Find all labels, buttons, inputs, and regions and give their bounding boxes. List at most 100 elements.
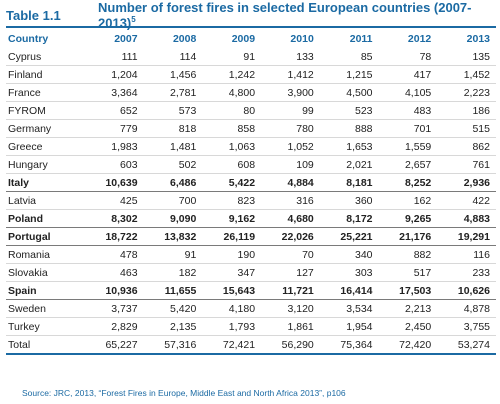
value-cell: 483 [378, 101, 438, 120]
value-cell: 25,221 [319, 227, 379, 246]
value-cell: 135 [437, 48, 496, 66]
value-cell: 422 [437, 191, 496, 210]
value-cell: 8,302 [84, 209, 144, 228]
country-cell: France [6, 83, 85, 102]
value-cell: 162 [378, 191, 438, 210]
value-cell: 1,063 [202, 137, 262, 156]
value-cell: 9,265 [378, 209, 438, 228]
value-cell: 573 [143, 101, 203, 120]
value-cell: 515 [437, 119, 496, 138]
forest-fires-table: Country 2007 2008 2009 2010 2011 2012 2013 Cypr… [6, 30, 496, 355]
value-cell: 517 [378, 263, 438, 282]
value-cell: 603 [84, 155, 144, 174]
country-cell: Italy [6, 173, 85, 192]
table-title: Table 1.1 Number of forest fires in sele… [6, 0, 496, 30]
value-cell: 700 [143, 191, 203, 210]
value-cell: 1,793 [202, 317, 262, 336]
value-cell: 233 [437, 263, 496, 282]
value-cell: 70 [261, 245, 320, 264]
table-row: Germany 779 818 858 780 888 701 515 [6, 119, 496, 138]
value-cell: 780 [261, 119, 320, 138]
value-cell: 4,878 [437, 299, 496, 318]
value-cell: 761 [437, 155, 496, 174]
value-cell: 303 [319, 263, 379, 282]
country-cell: Hungary [6, 155, 85, 174]
value-cell: 17,503 [378, 281, 438, 300]
table-row: Italy 10,639 6,486 5,422 4,884 8,181 8,252 2,93… [6, 173, 496, 192]
value-cell: 2,781 [143, 83, 203, 102]
value-cell: 4,883 [437, 209, 496, 228]
value-cell: 340 [319, 245, 379, 264]
country-cell: Poland [6, 209, 85, 228]
value-cell: 2,936 [437, 173, 496, 192]
value-cell: 10,639 [84, 173, 144, 192]
value-cell: 4,105 [378, 83, 438, 102]
value-cell: 78 [378, 48, 438, 66]
value-cell: 4,800 [202, 83, 262, 102]
value-cell: 4,180 [202, 299, 262, 318]
column-header-year: 2009 [231, 33, 256, 45]
value-cell: 114 [143, 48, 203, 66]
column-header-year: 2007 [114, 33, 138, 45]
value-cell: 99 [261, 101, 320, 120]
country-cell: Cyprus [6, 48, 85, 66]
value-cell: 16,414 [319, 281, 379, 300]
value-cell: 2,657 [378, 155, 438, 174]
table-number: Table 1.1 [6, 7, 61, 23]
value-cell: 523 [319, 101, 379, 120]
value-cell: 91 [143, 245, 203, 264]
table-row: Romania 478 91 190 70 340 882 116 [6, 245, 496, 264]
value-cell: 862 [437, 137, 496, 156]
value-cell: 13,832 [143, 227, 203, 246]
value-cell: 91 [202, 48, 262, 66]
country-cell: Turkey [6, 317, 85, 336]
value-cell: 478 [84, 245, 144, 264]
value-cell: 316 [261, 191, 320, 210]
value-cell: 1,204 [84, 65, 144, 84]
table-row: Latvia 425 700 823 316 360 162 422 [6, 191, 496, 210]
country-cell: Germany [6, 119, 85, 138]
value-cell: 347 [202, 263, 262, 282]
value-cell: 823 [202, 191, 262, 210]
value-cell: 1,954 [319, 317, 379, 336]
country-cell: Latvia [6, 191, 85, 210]
value-cell: 3,120 [261, 299, 320, 318]
value-cell: 186 [437, 101, 496, 120]
source-note: Source: JRC, 2013, “Forest Fires in Euro… [22, 388, 346, 398]
value-cell: 779 [84, 119, 144, 138]
table-row: FYROM 652 573 80 99 523 483 186 [6, 101, 496, 120]
value-cell: 190 [202, 245, 262, 264]
value-cell: 57,316 [143, 335, 203, 355]
column-header-year: 2012 [407, 33, 432, 45]
value-cell: 1,412 [261, 65, 320, 84]
country-cell: FYROM [6, 101, 85, 120]
footnote-marker: 5 [131, 14, 136, 24]
value-cell: 888 [319, 119, 379, 138]
country-cell: Portugal [6, 227, 85, 246]
value-cell: 8,172 [319, 209, 379, 228]
value-cell: 3,755 [437, 317, 496, 336]
value-cell: 75,364 [319, 335, 379, 355]
value-cell: 72,421 [202, 335, 262, 355]
value-cell: 2,021 [319, 155, 379, 174]
table-row: Cyprus 111 114 91 133 85 78 135 [6, 48, 496, 66]
value-cell: 3,737 [84, 299, 144, 318]
table-row: Portugal 18,722 13,832 26,119 22,026 25,221 21… [6, 227, 496, 246]
country-cell: Total [6, 335, 85, 355]
country-cell: Spain [6, 281, 85, 300]
value-cell: 417 [378, 65, 438, 84]
column-header-year: 2008 [172, 33, 197, 45]
value-cell: 1,052 [261, 137, 320, 156]
table-row: Greece 1,983 1,481 1,063 1,052 1,653 1,559 862 [6, 137, 496, 156]
value-cell: 2,450 [378, 317, 438, 336]
column-header-year: 2010 [290, 33, 314, 45]
value-cell: 1,456 [143, 65, 203, 84]
column-header-year: 2011 [349, 33, 373, 45]
value-cell: 1,215 [319, 65, 379, 84]
value-cell: 1,559 [378, 137, 438, 156]
value-cell: 3,364 [84, 83, 144, 102]
table-row: Finland 1,204 1,456 1,242 1,412 1,215 417 1,452 [6, 65, 496, 84]
value-cell: 1,452 [437, 65, 496, 84]
value-cell: 111 [84, 48, 144, 66]
value-cell: 11,655 [143, 281, 203, 300]
